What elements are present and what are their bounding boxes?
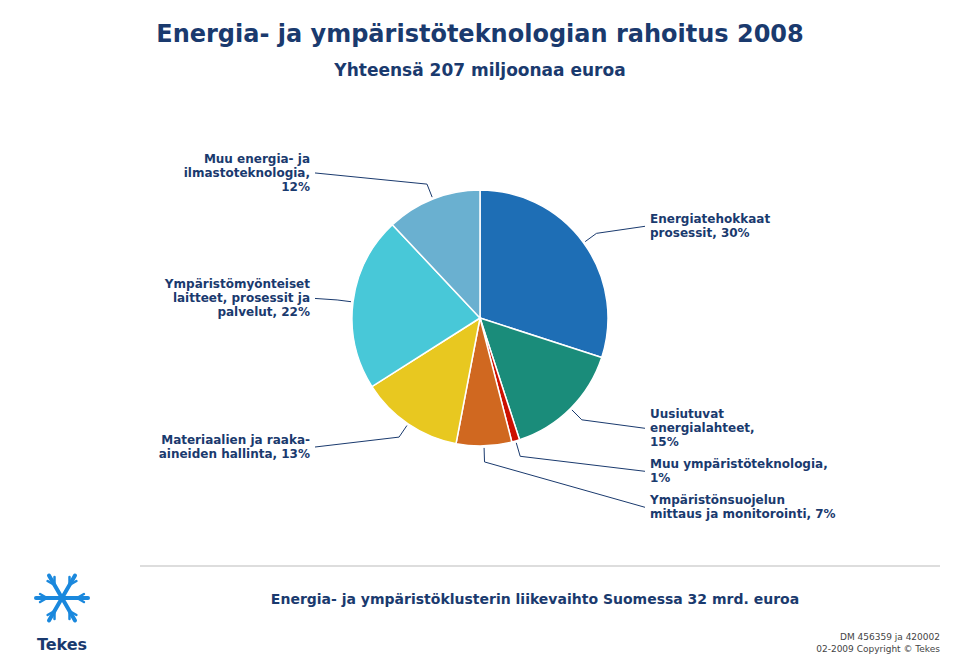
text-line: palvelut, 22% <box>217 305 310 319</box>
text-line: aineiden hallinta, 13% <box>159 447 310 461</box>
text-line: prosessit, 30% <box>650 226 750 240</box>
copyright: DM 456359 ja 420002 02-2009 Copyright © T… <box>816 632 940 654</box>
leader-line <box>484 448 645 507</box>
logo-branch <box>77 594 84 598</box>
pie <box>352 190 608 446</box>
logo-branch <box>70 611 77 615</box>
text-line: 1% <box>650 471 670 485</box>
footer: Energia- ja ympäristöklusterin liikevaih… <box>271 591 799 607</box>
text-line: Energiatehokkaat <box>650 212 770 226</box>
logo-branch <box>48 581 55 585</box>
pie-slice <box>392 190 480 318</box>
labels: Energiatehokkaatprosessit, 30% Uusiutuvat… <box>159 152 836 521</box>
text-line: mittaus ja monitorointi, 7% <box>650 507 836 521</box>
slice-label: Ympäristömyönteisetlaitteet, prosessit j… <box>164 277 310 319</box>
logo-branch <box>62 575 75 598</box>
chart-svg: Energia- ja ympäristöteknologian rahoitu… <box>0 0 960 667</box>
leader-line <box>572 410 645 428</box>
logo-branch <box>49 575 62 598</box>
slice-label: Ympäristönsuojelunmittaus ja monitoroint… <box>649 493 836 521</box>
text-line: laitteet, prosessit ja <box>173 291 310 305</box>
logo-branch <box>36 596 62 600</box>
text-line: 15% <box>650 435 679 449</box>
text-line: Muu energia- ja <box>204 152 310 166</box>
text-line: 12% <box>281 180 310 194</box>
slice-label: Uusiutuvatenergialahteet,15% <box>650 407 755 449</box>
logo-branch <box>68 577 71 585</box>
text-line: ilmastoteknologia, <box>184 166 310 180</box>
slice-label: Energiatehokkaatprosessit, 30% <box>650 212 770 240</box>
logo-branch <box>40 598 47 602</box>
title: Energia- ja ympäristöteknologian rahoitu… <box>156 20 804 48</box>
chart-container: Energia- ja ympäristöteknologian rahoitu… <box>0 0 960 667</box>
slice-label: Materiaalien ja raaka-aineiden hallinta,… <box>159 433 310 461</box>
text-line: Ympäristömyönteiset <box>164 277 310 291</box>
logo-branch <box>62 596 88 600</box>
logo-branch <box>62 598 75 621</box>
logo: Tekes <box>36 575 88 654</box>
logo-text: Tekes <box>37 635 87 654</box>
text-line: DM 456359 ja 420002 <box>840 632 940 642</box>
text-line: Uusiutuvat <box>650 407 724 421</box>
leader-line <box>315 173 432 197</box>
leader-line <box>585 226 645 241</box>
subtitle: Yhteensä 207 miljoonaa euroa <box>333 60 625 80</box>
text-line: energialahteet, <box>650 421 755 435</box>
text-line: Ympäristönsuojelun <box>649 493 785 507</box>
leader-line <box>516 443 645 471</box>
slice-label: Muu ympäristöteknologia,1% <box>650 457 828 485</box>
separator <box>140 566 940 567</box>
slice-label: Muu energia- jailmastoteknologia,12% <box>184 152 310 194</box>
text-line: 02-2009 Copyright © Tekes <box>816 644 940 654</box>
logo-branch <box>53 611 56 619</box>
text-line: Muu ympäristöteknologia, <box>650 457 828 471</box>
leader-line <box>315 426 407 448</box>
logo-branch <box>49 598 62 621</box>
text-line: Materiaalien ja raaka- <box>161 433 310 447</box>
leader-line <box>315 298 351 301</box>
